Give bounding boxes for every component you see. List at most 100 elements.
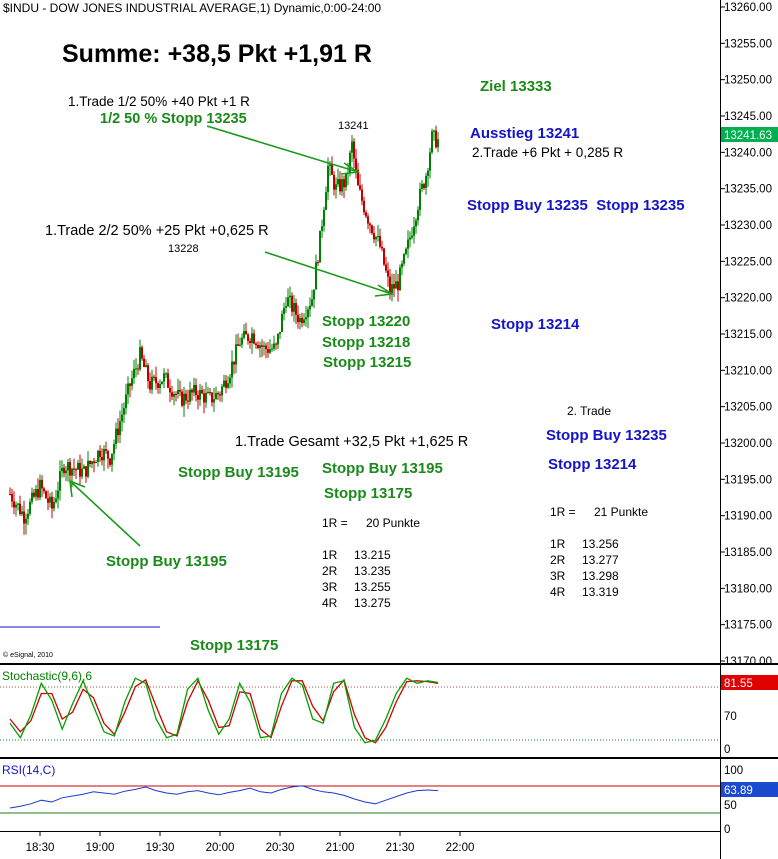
candle-down bbox=[9, 493, 11, 495]
candle-up bbox=[199, 389, 201, 400]
stopp-buy-13195-label-b: Stopp Buy 13195 bbox=[322, 460, 443, 477]
candle-up bbox=[87, 460, 89, 477]
r-table2-value: 13.319 bbox=[582, 585, 619, 599]
candle-up bbox=[395, 281, 397, 289]
candle-up bbox=[163, 373, 165, 382]
candle-up bbox=[313, 289, 315, 300]
candle-down bbox=[233, 361, 235, 365]
candle-up bbox=[285, 306, 287, 308]
candle-up bbox=[407, 239, 409, 249]
candle-down bbox=[237, 344, 239, 346]
candle-down bbox=[187, 400, 189, 402]
ausstieg-label: Ausstieg 13241 bbox=[470, 125, 579, 142]
price-tag: 13241.63 bbox=[724, 130, 772, 142]
candle-up bbox=[413, 226, 415, 236]
r-table1-label: 1R bbox=[322, 548, 338, 562]
stoch-tick-0: 0 bbox=[724, 744, 730, 756]
candle-up bbox=[145, 365, 147, 367]
stochastic-panel bbox=[0, 676, 720, 744]
candle-down bbox=[179, 389, 181, 392]
candle-down bbox=[257, 345, 259, 349]
candle-up bbox=[127, 383, 129, 395]
candle-down bbox=[143, 358, 145, 367]
candle-down bbox=[359, 185, 361, 190]
candle-up bbox=[259, 345, 261, 349]
candle-up bbox=[345, 173, 347, 188]
candle-up bbox=[229, 377, 231, 384]
candle-down bbox=[211, 392, 213, 403]
candle-up bbox=[115, 428, 117, 445]
candle-down bbox=[297, 314, 299, 323]
candle-down bbox=[105, 449, 107, 451]
candle-up bbox=[325, 192, 327, 210]
trade2-heading: 2. Trade bbox=[567, 404, 611, 418]
low-13228-label: 13228 bbox=[168, 243, 199, 255]
candle-down bbox=[389, 276, 391, 293]
candle-down bbox=[371, 225, 373, 234]
candle-up bbox=[315, 262, 317, 290]
trade2-result-label: 2.Trade +6 Pkt + 0,285 R bbox=[472, 145, 623, 160]
r-table2-label: 2R bbox=[550, 553, 566, 567]
candle-up bbox=[53, 501, 55, 509]
candle-up bbox=[139, 347, 141, 370]
price-axis-label: 13230.00 bbox=[724, 220, 772, 232]
stopp-13214-label-b: Stopp 13214 bbox=[548, 456, 637, 473]
candle-up bbox=[121, 414, 123, 422]
candle-down bbox=[423, 184, 425, 188]
candle-up bbox=[433, 130, 435, 132]
candle-down bbox=[267, 349, 269, 353]
candle-up bbox=[263, 345, 265, 347]
rsi-panel bbox=[0, 785, 720, 814]
candle-down bbox=[343, 179, 345, 188]
stopp-buy-pair-label: Stopp Buy 13235 Stopp 13235 bbox=[467, 197, 685, 214]
candle-up bbox=[165, 373, 167, 375]
stopp-13218-label: Stopp 13218 bbox=[322, 334, 410, 351]
stoch-signal-line bbox=[9, 678, 439, 744]
candle-down bbox=[149, 380, 151, 390]
stopp-buy-13235-label: Stopp Buy 13235 bbox=[546, 427, 667, 444]
candle-down bbox=[379, 236, 381, 247]
candle-down bbox=[245, 331, 247, 335]
stoch-k-line bbox=[9, 676, 439, 744]
candle-up bbox=[305, 317, 307, 320]
arrow-stopp-buy-13195 bbox=[69, 480, 141, 547]
annotations: Summe: +38,5 Pkt +1,91 R Ziel 13333 1.Tr… bbox=[45, 40, 685, 654]
arrow-trade1-half2 bbox=[264, 251, 393, 295]
candle-down bbox=[261, 345, 263, 347]
candle-up bbox=[15, 504, 17, 508]
candle-down bbox=[381, 246, 383, 249]
candle-down bbox=[99, 450, 101, 458]
candle-down bbox=[195, 384, 197, 396]
candle-down bbox=[45, 491, 47, 499]
candle-down bbox=[181, 391, 183, 406]
candle-down bbox=[107, 450, 109, 459]
trade1-half1-label: 1.Trade 1/2 50% +40 Pkt +1 R bbox=[68, 94, 250, 109]
candle-up bbox=[279, 331, 281, 334]
candle-up bbox=[159, 384, 161, 388]
candle-up bbox=[205, 392, 207, 403]
candle-down bbox=[33, 492, 35, 497]
candle-up bbox=[277, 333, 279, 345]
candles-layer bbox=[9, 125, 439, 535]
candle-down bbox=[339, 179, 341, 192]
candle-up bbox=[49, 496, 51, 503]
candle-up bbox=[29, 501, 31, 514]
candle-down bbox=[357, 169, 359, 186]
candle-up bbox=[241, 337, 243, 345]
candle-up bbox=[415, 220, 417, 227]
r-table2-label: 1R bbox=[550, 537, 566, 551]
candle-up bbox=[133, 368, 135, 379]
candle-down bbox=[265, 345, 267, 350]
candle-up bbox=[409, 237, 411, 240]
candle-down bbox=[365, 212, 367, 217]
lower-panels-axis: 70 0 100 50 0 bbox=[724, 711, 743, 836]
rsi-tick-100: 100 bbox=[724, 765, 743, 777]
candle-down bbox=[51, 496, 53, 509]
candle-up bbox=[25, 518, 27, 524]
candle-down bbox=[387, 270, 389, 277]
candle-up bbox=[239, 344, 241, 346]
time-axis-label: 20:30 bbox=[266, 842, 295, 854]
candle-down bbox=[435, 130, 437, 148]
candle-up bbox=[123, 408, 125, 415]
candle-up bbox=[321, 226, 323, 231]
